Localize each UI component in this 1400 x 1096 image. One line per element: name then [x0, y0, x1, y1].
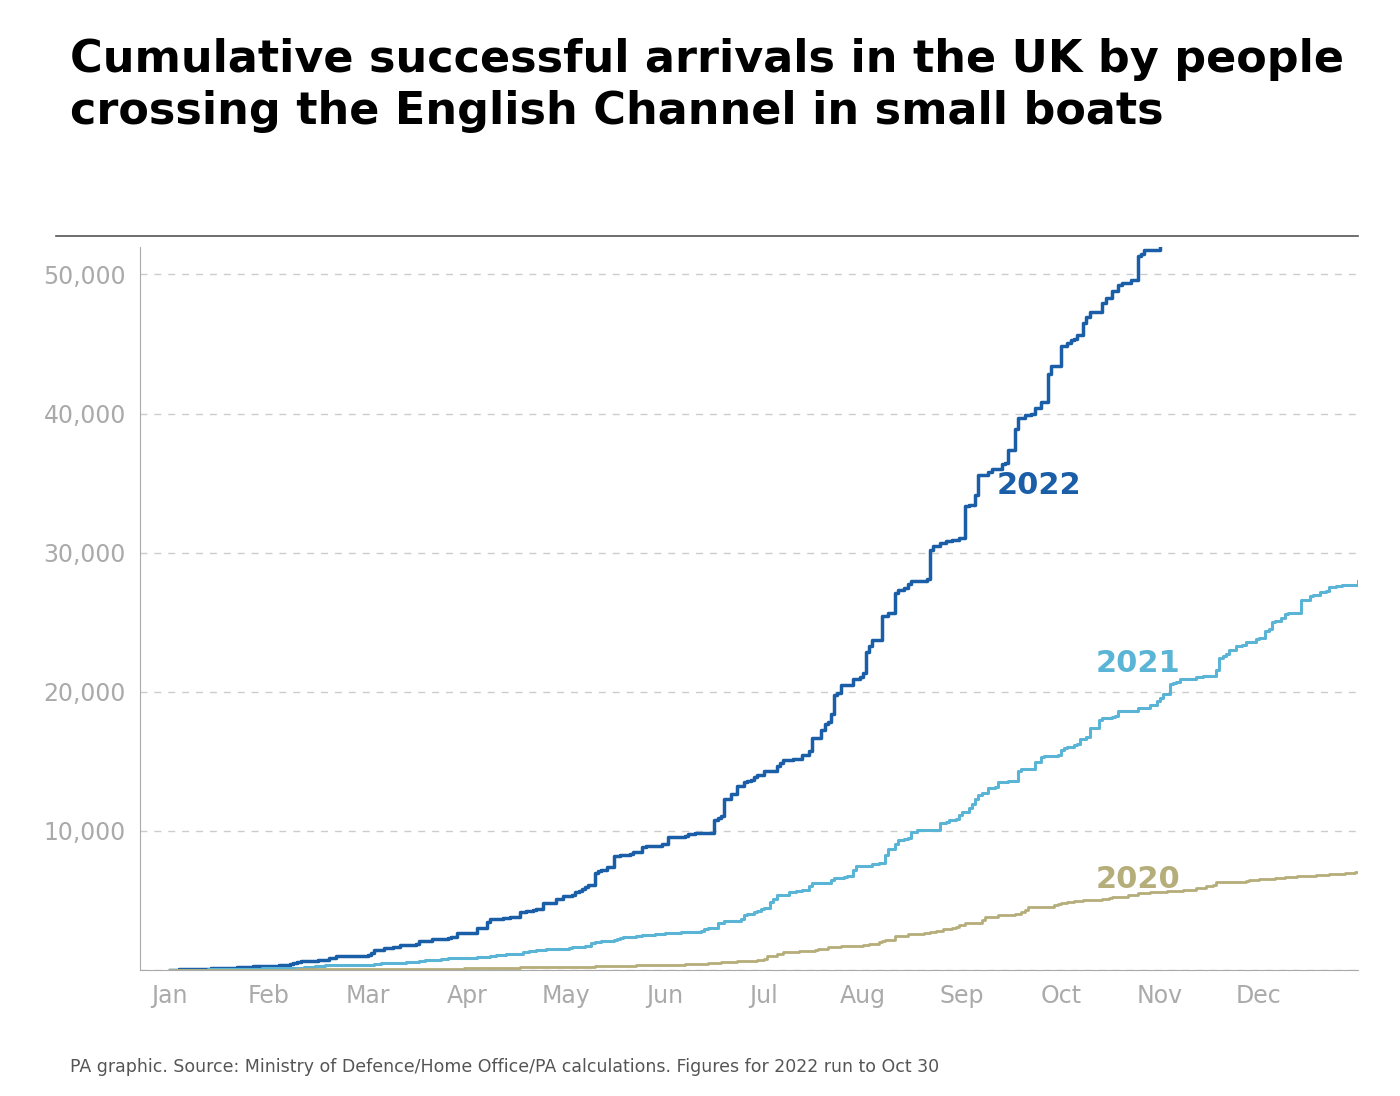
Text: 2021: 2021	[1096, 650, 1180, 678]
Text: Cumulative successful arrivals in the UK by people
crossing the English Channel : Cumulative successful arrivals in the UK…	[70, 38, 1344, 133]
Text: 2022: 2022	[997, 471, 1081, 501]
Text: 2020: 2020	[1096, 865, 1180, 894]
Text: PA graphic. Source: Ministry of Defence/Home Office/PA calculations. Figures for: PA graphic. Source: Ministry of Defence/…	[70, 1059, 939, 1076]
